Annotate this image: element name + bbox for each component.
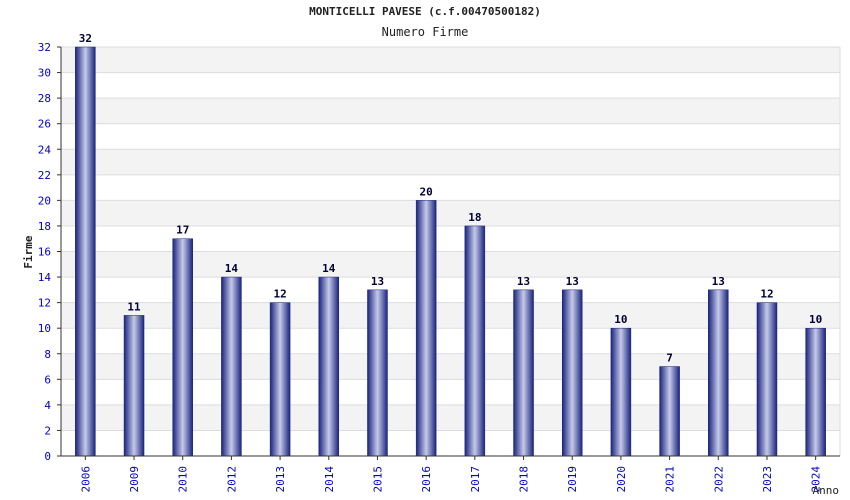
x-tick-label: 2013 <box>274 466 287 493</box>
bar-value-label: 10 <box>809 313 822 326</box>
x-tick-label: 2012 <box>225 466 238 493</box>
bar-value-label: 14 <box>322 262 336 275</box>
x-axis: 2006 2009 2010 2012 2013 2014 2015 2016 2017 2018… <box>61 455 840 493</box>
y-tick-label: 24 <box>38 143 52 156</box>
x-tick-label: 2019 <box>566 466 579 493</box>
grid-band <box>61 174 840 201</box>
bar <box>708 289 729 457</box>
bar-value-label: 12 <box>760 288 773 301</box>
y-tick-label: 32 <box>38 41 51 54</box>
grid-band <box>61 47 840 73</box>
y-tick-label: 10 <box>38 322 51 335</box>
grid-band <box>61 123 840 150</box>
y-tick-label: 16 <box>38 246 51 259</box>
bar <box>318 276 340 457</box>
bars: 32 11 17 14 12 14 13 20 18 13 13 10 7 13 12 10 <box>75 32 826 457</box>
bar <box>75 46 96 457</box>
bar-value-label: 13 <box>371 275 384 288</box>
y-tick-label: 30 <box>38 67 51 80</box>
bar-value-label: 10 <box>614 313 627 326</box>
y-tick-label: 8 <box>44 348 51 361</box>
x-tick-label: 2010 <box>177 466 190 493</box>
y-tick-label: 26 <box>38 118 51 131</box>
y-tick-label: 0 <box>44 450 51 463</box>
y-tick-label: 6 <box>44 373 51 386</box>
bar-value-label: 18 <box>468 211 481 224</box>
bar <box>269 302 291 457</box>
x-tick-label: 2024 <box>810 466 823 493</box>
x-tick-label: 2009 <box>128 466 141 493</box>
bar <box>172 238 193 457</box>
bar-value-label: 11 <box>127 300 141 313</box>
x-tick-label: 2016 <box>420 466 433 493</box>
x-tick-label: 2023 <box>761 466 774 493</box>
bar <box>415 200 437 457</box>
y-tick-label: 12 <box>38 297 51 310</box>
bar-value-label: 14 <box>225 262 239 275</box>
bar-value-label: 32 <box>79 32 92 45</box>
y-tick-label: 20 <box>38 194 51 207</box>
bar-value-label: 13 <box>566 275 579 288</box>
bar <box>659 366 680 457</box>
bar-value-label: 7 <box>666 352 673 365</box>
bar <box>610 327 632 457</box>
bar <box>805 327 826 457</box>
grid-band <box>61 149 840 175</box>
y-tick-label: 28 <box>38 92 51 105</box>
bar <box>561 289 583 457</box>
chart-subtitle: Numero Firme <box>381 25 469 39</box>
x-axis-label: Anno <box>813 484 840 497</box>
grid-band <box>61 72 840 99</box>
x-tick-label: 2018 <box>518 466 531 493</box>
y-tick-label: 4 <box>44 399 51 412</box>
x-tick-label: 2014 <box>323 466 336 493</box>
bar-value-label: 17 <box>176 224 189 237</box>
bar <box>756 302 778 457</box>
bar-value-label: 13 <box>517 275 530 288</box>
chart-title: MONTICELLI PAVESE (c.f.00470500182) <box>309 5 541 18</box>
x-tick-label: 2021 <box>664 466 677 493</box>
y-tick-label: 2 <box>44 424 51 437</box>
bar <box>464 225 486 457</box>
y-axis-label: Firme <box>22 235 35 268</box>
bar <box>367 289 388 457</box>
bar <box>123 315 145 457</box>
y-tick-label: 18 <box>38 220 51 233</box>
x-tick-label: 2015 <box>371 466 384 493</box>
bar <box>221 276 242 457</box>
grid-band <box>61 98 840 124</box>
bar <box>513 289 534 457</box>
grid-band <box>61 200 840 226</box>
x-tick-label: 2017 <box>469 466 482 493</box>
y-tick-label: 14 <box>38 271 52 284</box>
x-tick-label: 2022 <box>712 466 725 493</box>
y-tick-label: 22 <box>38 169 51 182</box>
x-tick-label: 2020 <box>615 466 628 493</box>
x-tick-label: 2006 <box>79 466 92 493</box>
bar-value-label: 13 <box>712 275 725 288</box>
bar-value-label: 20 <box>420 185 433 198</box>
bar-value-label: 12 <box>273 288 286 301</box>
